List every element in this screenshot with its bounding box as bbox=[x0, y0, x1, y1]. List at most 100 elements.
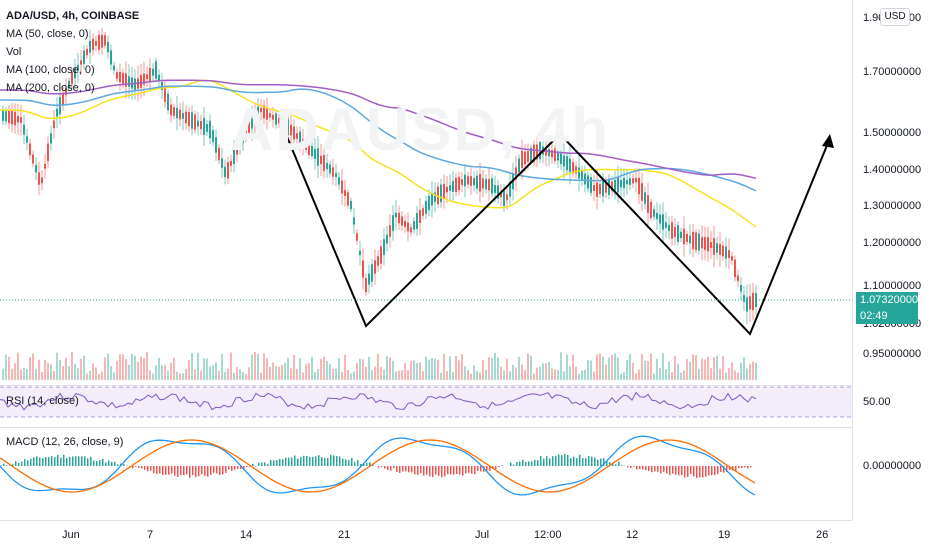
macd-label[interactable]: MACD (12, 26, close, 9) bbox=[6, 436, 123, 448]
volume-bar bbox=[224, 372, 226, 380]
candle bbox=[116, 72, 118, 79]
macd-histogram-bar bbox=[39, 458, 41, 466]
candle bbox=[719, 244, 721, 255]
price-scale[interactable]: 1.90000000 1.70000000 1.50000000 1.40000… bbox=[852, 0, 932, 520]
macd-histogram-bar bbox=[228, 466, 230, 470]
volume-bar bbox=[659, 368, 661, 380]
volume-bar bbox=[605, 365, 607, 380]
macd-histogram-bar bbox=[312, 457, 314, 466]
chart-canvas[interactable] bbox=[0, 0, 852, 550]
macd-histogram-bar bbox=[207, 466, 209, 477]
candle bbox=[170, 105, 172, 116]
volume-bar bbox=[419, 362, 421, 380]
pane-separator[interactable] bbox=[0, 385, 932, 386]
price-tick: 1.10000000 bbox=[863, 280, 921, 292]
volume-bar bbox=[335, 369, 337, 380]
macd-histogram-bar bbox=[618, 462, 620, 466]
candle bbox=[350, 201, 352, 209]
volume-bar bbox=[671, 372, 673, 380]
time-tick: Jun bbox=[62, 529, 80, 541]
volume-bar bbox=[527, 353, 529, 380]
candle bbox=[455, 178, 457, 192]
legend-ma50[interactable]: MA (50, close, 0) bbox=[6, 28, 89, 40]
volume-bar bbox=[266, 358, 268, 380]
volume-bar bbox=[695, 355, 697, 380]
candle bbox=[140, 75, 142, 88]
candle bbox=[662, 214, 664, 229]
legend-ma100[interactable]: MA (100, close, 0) bbox=[6, 64, 95, 76]
macd-histogram-bar bbox=[675, 466, 677, 475]
macd-histogram-bar bbox=[495, 466, 497, 469]
macd-histogram-bar bbox=[582, 458, 584, 466]
candle bbox=[416, 213, 418, 229]
volume-bar bbox=[383, 369, 385, 380]
currency-badge[interactable]: USD bbox=[880, 8, 910, 26]
chart-area[interactable]: ADAUSD, 4h bbox=[0, 0, 852, 550]
macd-histogram-bar bbox=[45, 457, 47, 466]
candle bbox=[20, 117, 22, 123]
candle bbox=[479, 174, 481, 192]
volume-bar bbox=[701, 358, 703, 380]
macd-histogram-bar bbox=[480, 466, 482, 471]
macd-histogram-bar bbox=[414, 466, 416, 474]
volume-bar bbox=[449, 356, 451, 380]
macd-histogram-bar bbox=[696, 466, 698, 478]
candle bbox=[443, 184, 445, 199]
macd-histogram-bar bbox=[186, 466, 188, 474]
volume-bar bbox=[434, 358, 436, 380]
macd-histogram-bar bbox=[387, 466, 389, 470]
volume-bar bbox=[53, 371, 55, 380]
candle bbox=[737, 276, 739, 282]
candle bbox=[650, 202, 652, 218]
volume-bar bbox=[644, 361, 646, 380]
legend-ma200[interactable]: MA (200, close, 0) bbox=[6, 82, 95, 94]
volume-bar bbox=[71, 352, 73, 380]
macd-histogram-bar bbox=[642, 466, 644, 469]
volume-bar bbox=[95, 367, 97, 380]
volume-bar bbox=[101, 372, 103, 380]
volume-bar bbox=[566, 355, 568, 380]
volume-bar bbox=[752, 362, 754, 380]
volume-bar bbox=[692, 354, 694, 380]
macd-histogram-bar bbox=[555, 456, 557, 466]
volume-bar bbox=[608, 357, 610, 380]
time-axis[interactable]: Jun 7 14 21 Jul 12:00 12 19 26 bbox=[0, 520, 852, 551]
pane-separator[interactable] bbox=[0, 427, 932, 428]
macd-histogram-bar bbox=[198, 466, 200, 476]
macd-histogram-bar bbox=[588, 456, 590, 466]
macd-histogram-bar bbox=[465, 466, 467, 473]
volume-bar bbox=[374, 366, 376, 380]
volume-bar bbox=[44, 360, 46, 380]
legend-vol[interactable]: Vol bbox=[6, 46, 21, 58]
price-tick: 1.50000000 bbox=[863, 127, 921, 139]
macd-histogram-bar bbox=[672, 466, 674, 474]
volume-bar bbox=[182, 373, 184, 380]
candle bbox=[185, 112, 187, 124]
macd-histogram-bar bbox=[405, 466, 407, 471]
macd-histogram-bar bbox=[117, 464, 119, 466]
volume-bar bbox=[485, 370, 487, 380]
macd-histogram-bar bbox=[558, 455, 560, 466]
candle bbox=[335, 173, 337, 177]
volume-bar bbox=[134, 356, 136, 380]
macd-histogram-bar bbox=[657, 466, 659, 472]
volume-bar bbox=[395, 371, 397, 380]
macd-histogram-bar bbox=[300, 457, 302, 466]
volume-bar bbox=[746, 369, 748, 380]
volume-bar bbox=[740, 363, 742, 380]
volume-bar bbox=[299, 358, 301, 380]
volume-bar bbox=[641, 354, 643, 380]
volume-bar bbox=[89, 371, 91, 380]
rsi-label[interactable]: RSI (14, close) bbox=[6, 395, 79, 407]
candle bbox=[458, 177, 460, 190]
volume-bar bbox=[155, 365, 157, 380]
candle bbox=[470, 176, 472, 186]
volume-bar bbox=[578, 374, 580, 380]
candle bbox=[101, 35, 103, 48]
volume-bar bbox=[362, 359, 364, 380]
candle bbox=[374, 260, 376, 273]
volume-bar bbox=[617, 357, 619, 380]
volume-bar bbox=[737, 373, 739, 380]
macd-histogram-bar bbox=[399, 466, 401, 473]
volume-bar bbox=[104, 357, 106, 380]
